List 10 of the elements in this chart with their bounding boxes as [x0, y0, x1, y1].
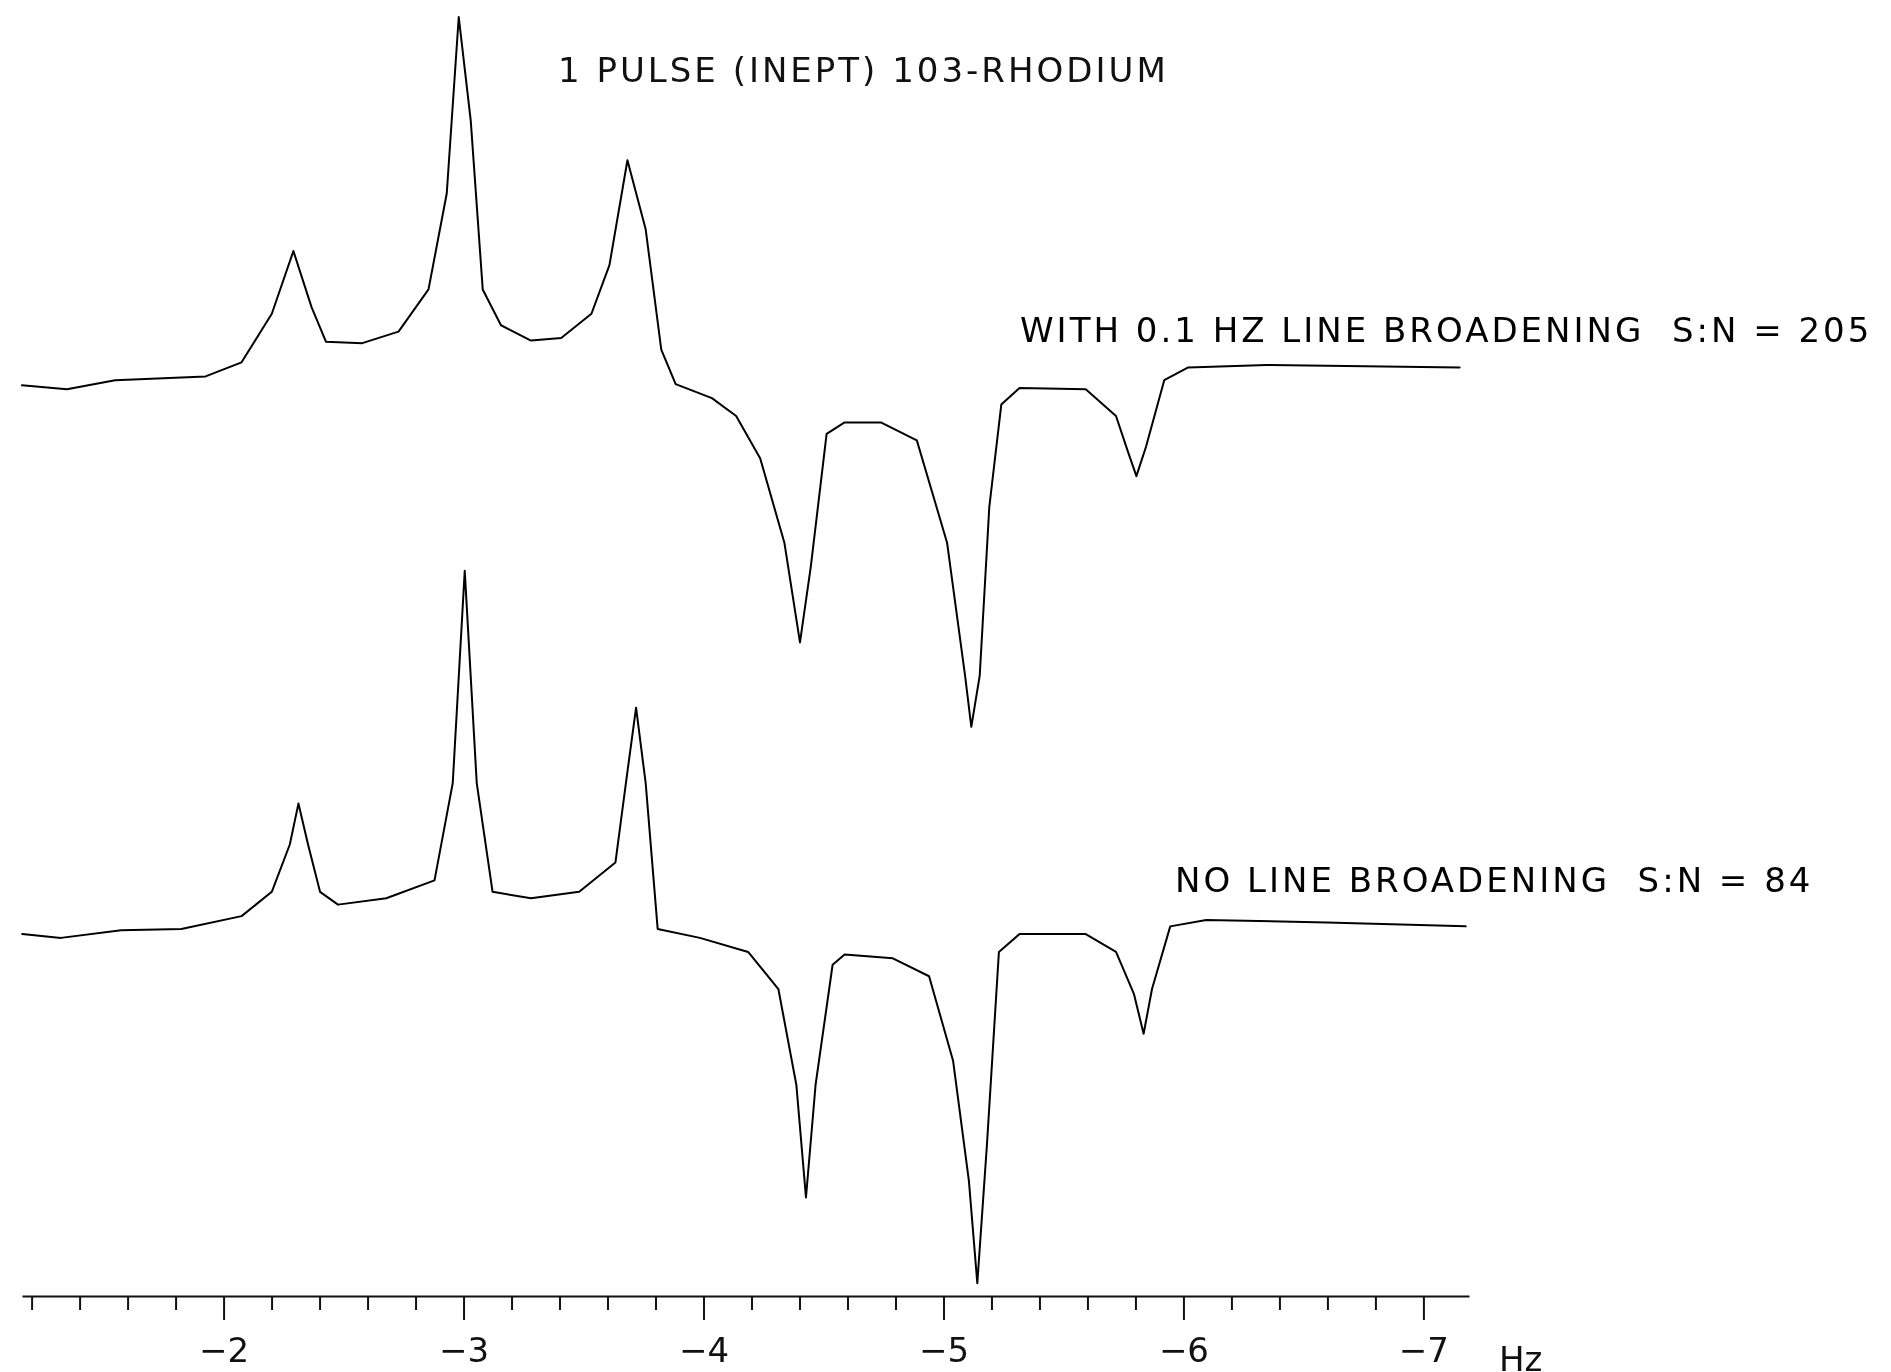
x-tick-label: −4 — [678, 1330, 730, 1371]
series-label: NO LINE BROADENING S:N = 84 — [1175, 860, 1814, 900]
series-label: WITH 0.1 HZ LINE BROADENING S:N = 205 — [1020, 310, 1873, 350]
x-tick-label: −5 — [918, 1330, 970, 1371]
text: 1 PULSE (INEPT) 103-RHODIUM — [558, 50, 1169, 90]
x-tick-label: −7 — [1398, 1330, 1449, 1371]
x-tick-label: −3 — [438, 1330, 490, 1371]
x-tick-label: −6 — [1158, 1330, 1209, 1371]
x-axis-title: Hz — [1499, 1339, 1543, 1372]
x-tick-label: −2 — [199, 1330, 250, 1371]
